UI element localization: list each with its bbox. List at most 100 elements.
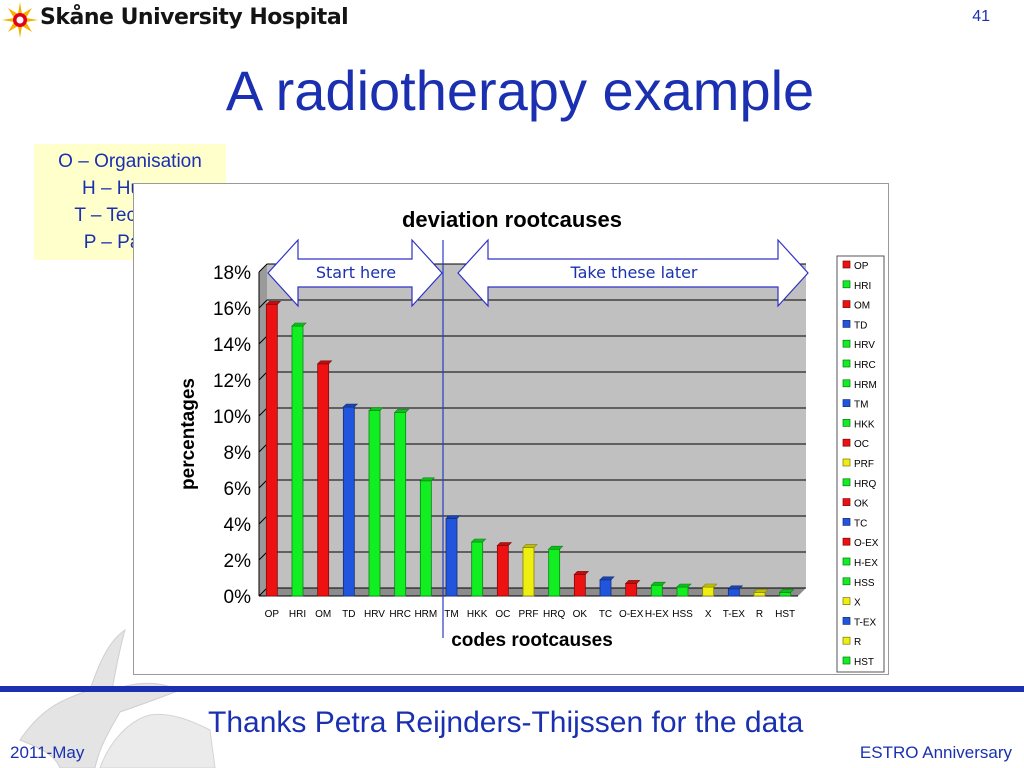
bar-top [445,515,461,519]
legend-label: HSS [854,578,875,589]
bar-top [676,583,692,588]
x-tick-label: HRI [289,609,306,620]
later-arrow [457,238,809,308]
legend-label: O-EX [854,538,879,549]
x-tick-label: H-EX [645,609,669,620]
start-here-label: Start here [316,263,396,282]
grid-line-diag [258,299,268,309]
grid-line-diag [258,263,268,273]
footer-divider [0,686,1024,692]
x-tick-label: HST [775,609,795,620]
grid-line-diag [258,443,268,453]
x-axis-label: codes rootcauses [451,630,613,651]
grid-line-diag [258,335,268,345]
x-tick-label: X [705,609,712,620]
bar-top [573,571,590,575]
legend-swatch [842,300,851,308]
bar-top [419,477,436,482]
bar [599,579,612,597]
legend-swatch [842,339,851,348]
bar-top [470,538,487,543]
bar-top [753,589,769,593]
grid-line-diag [258,551,268,561]
legend-swatch [842,597,851,605]
bar [471,541,484,597]
bar-top [624,580,641,584]
hospital-name: Skåne University Hospital [40,5,349,30]
legend-label: HRC [854,360,876,371]
legend-label: TD [854,320,867,331]
legend-swatch [842,577,851,586]
footer-date: 2011-May [10,743,85,762]
x-tick-label: TM [444,609,458,620]
legend-swatch [842,498,851,506]
bar [394,411,407,597]
legend-swatch [842,636,851,645]
legend-swatch [842,518,851,526]
bar [368,410,381,597]
y-tick-label: 16% [213,299,251,320]
bar-top [496,542,513,546]
x-tick-label: OM [315,609,331,620]
legend-swatch [842,617,851,625]
bar [548,548,561,597]
x-tick-label: HRQ [543,609,565,620]
slide-title: A radiotherapy example [225,59,815,122]
bar-top [650,581,667,586]
x-tick-label: HRC [389,609,411,620]
legend-swatch [842,478,851,487]
footer-event: ESTRO Anniversary [859,743,1012,762]
bar-top [291,322,307,327]
bar [573,573,586,597]
bar-top [701,583,718,588]
bar [625,582,638,597]
legend-label: R [854,637,861,648]
bar-top [368,407,384,411]
legend-swatch [842,399,851,407]
legend-swatch [842,280,851,289]
legend-label: T-EX [854,617,877,628]
legend-swatch [842,419,851,427]
y-tick-label: 18% [213,263,251,284]
plot-area [267,264,806,588]
legend-swatch [842,359,851,368]
legend-label: OP [854,261,869,272]
bar-top [393,409,410,413]
legend-swatch [842,379,851,388]
hospital-logo [2,2,38,38]
bar [650,584,663,597]
legend-label: H-EX [854,558,878,569]
bar-chart: deviation rootcauses 0% 2% 4% 6% 8% 10% 12% 14% 1… [178,207,885,673]
y-tick-label: 14% [213,335,251,356]
legend-label: HRM [854,380,877,391]
x-tick-label: OP [265,609,280,620]
chart-title: deviation rootcauses [402,207,622,232]
page-number: 41 [972,8,990,25]
x-tick-label: PRF [519,609,539,620]
legend-label: HRV [854,340,875,351]
bar [291,325,304,597]
start-arrow [267,238,443,308]
legend-label: OM [854,301,870,312]
legend-swatch [842,438,851,447]
bar [522,546,535,597]
y-tick-label: 12% [213,371,251,392]
plot-back-wall [259,264,267,596]
legend-label: PRF [854,459,874,470]
x-tick-label: HKK [467,609,488,620]
y-tick-label: 0% [224,587,252,608]
legend-label: HRI [854,281,871,292]
legend-label: HRQ [854,479,876,490]
y-tick-label: 4% [224,515,252,536]
x-tick-label: TC [599,609,612,620]
y-tick-label: 10% [213,407,251,428]
legend-swatch [842,320,851,328]
grid-line-diag [258,515,268,525]
legend-swatch [842,537,851,546]
bar [342,406,355,597]
legend-swatch [842,458,851,467]
x-tick-label: TD [342,609,355,620]
x-tick-label: HRM [414,609,437,620]
bar [419,480,432,597]
bar-top [342,403,359,408]
